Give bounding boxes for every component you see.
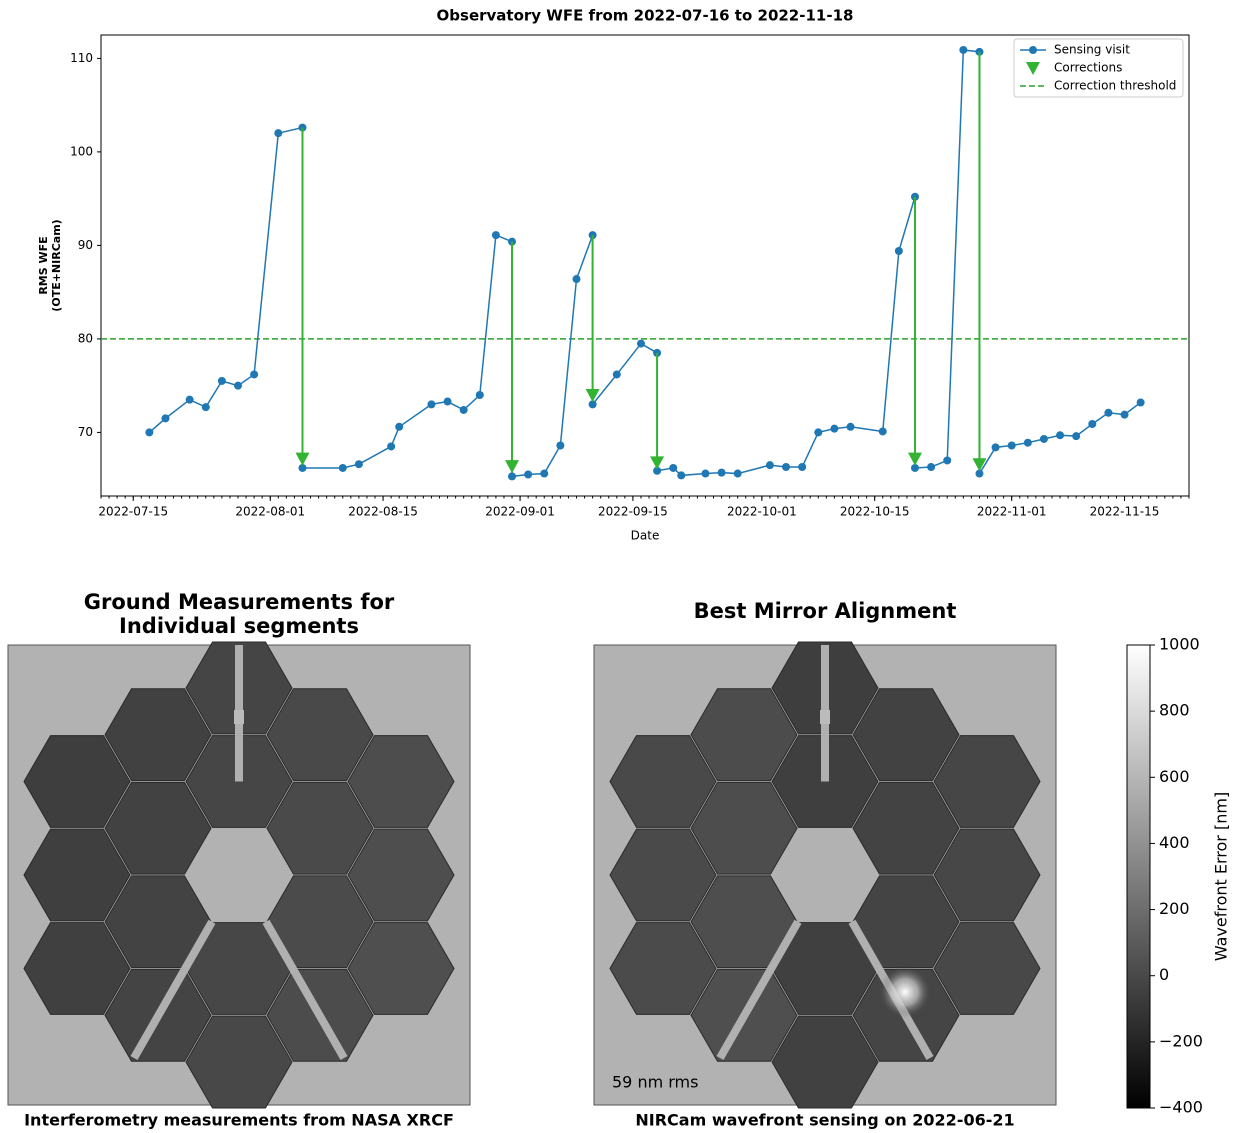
correction-marker — [908, 453, 922, 466]
legend-label: Correction threshold — [1054, 79, 1176, 93]
data-point — [1040, 435, 1048, 443]
colorbar-tick-label: 0 — [1159, 965, 1169, 984]
y-tick-label: 110 — [70, 51, 93, 65]
data-point — [701, 470, 709, 478]
data-point — [492, 231, 500, 239]
x-tick-label: 2022-09-15 — [598, 505, 668, 519]
data-point — [234, 382, 242, 390]
legend-label: Sensing visit — [1054, 43, 1130, 57]
data-point — [508, 472, 516, 480]
panel-caption: NIRCam wavefront sensing on 2022-06-21 — [635, 1111, 1014, 1130]
data-point — [427, 400, 435, 408]
data-point — [540, 470, 548, 478]
data-point — [274, 129, 282, 137]
data-point — [798, 463, 806, 471]
data-point — [556, 442, 564, 450]
colorbar-label: Wavefront Error [nm] — [1212, 792, 1231, 961]
y-tick-label: 90 — [78, 238, 93, 252]
data-point — [1056, 431, 1064, 439]
data-point — [847, 423, 855, 431]
data-point — [677, 471, 685, 479]
colorbar — [1127, 645, 1150, 1108]
panel-caption: Interferometry measurements from NASA XR… — [24, 1111, 454, 1130]
data-point — [444, 398, 452, 406]
data-point — [524, 470, 532, 478]
data-point — [718, 469, 726, 477]
data-point — [1088, 420, 1096, 428]
data-point — [460, 406, 468, 414]
data-point — [186, 396, 194, 404]
x-tick-label: 2022-08-01 — [235, 505, 305, 519]
correction-marker — [586, 389, 600, 402]
colorbar-tick-label: −200 — [1159, 1031, 1203, 1050]
strut-mount — [234, 710, 244, 724]
y-axis-label: RMS WFE — [37, 236, 50, 294]
data-point — [1024, 439, 1032, 447]
data-point — [387, 442, 395, 450]
y-tick-label: 100 — [70, 144, 93, 158]
data-point — [814, 428, 822, 436]
data-point — [637, 340, 645, 348]
data-point — [1137, 398, 1145, 406]
data-point — [992, 443, 1000, 451]
data-point — [879, 427, 887, 435]
data-point — [202, 403, 210, 411]
data-point — [476, 391, 484, 399]
data-point — [830, 425, 838, 433]
panel-title: Ground Measurements for — [84, 590, 395, 614]
data-point — [1121, 411, 1129, 419]
y-tick-label: 80 — [78, 331, 93, 345]
y-tick-label: 70 — [78, 425, 93, 439]
data-point — [572, 275, 580, 283]
wavefront-hotspot — [879, 966, 931, 1018]
data-point — [218, 377, 226, 385]
x-tick-label: 2022-11-01 — [977, 505, 1047, 519]
colorbar-tick-label: 600 — [1159, 767, 1190, 786]
colorbar-tick-label: 400 — [1159, 833, 1190, 852]
data-point — [145, 428, 153, 436]
colorbar-tick-label: 1000 — [1159, 635, 1200, 654]
x-tick-label: 2022-07-15 — [98, 505, 168, 519]
data-point — [734, 470, 742, 478]
strut-mount — [820, 710, 830, 724]
x-tick-label: 2022-08-15 — [348, 505, 418, 519]
data-point — [250, 370, 258, 378]
x-tick-label: 2022-11-15 — [1090, 505, 1160, 519]
data-point — [959, 46, 967, 54]
data-point — [766, 461, 774, 469]
data-point — [161, 414, 169, 422]
legend-label: Corrections — [1054, 61, 1122, 75]
colorbar-tick-label: 800 — [1159, 701, 1190, 720]
x-tick-label: 2022-10-01 — [727, 505, 797, 519]
panel-title: Individual segments — [119, 614, 359, 638]
panel-title: Best Mirror Alignment — [694, 599, 957, 623]
data-point — [339, 464, 347, 472]
data-point — [1072, 432, 1080, 440]
colorbar-tick-label: 200 — [1159, 899, 1190, 918]
correction-marker — [295, 453, 309, 466]
data-point — [613, 370, 621, 378]
data-point — [943, 456, 951, 464]
data-point — [395, 423, 403, 431]
data-point — [355, 460, 363, 468]
colorbar-tick-label: −400 — [1159, 1098, 1203, 1117]
series-line — [149, 50, 1140, 476]
panel-annotation: 59 nm rms — [612, 1073, 698, 1092]
data-point — [1104, 409, 1112, 417]
chart-title: Observatory WFE from 2022-07-16 to 2022-… — [437, 7, 854, 25]
page: Observatory WFE from 2022-07-16 to 2022-… — [0, 0, 1233, 1133]
data-point — [782, 463, 790, 471]
data-point — [1008, 442, 1016, 450]
legend-swatch — [1029, 46, 1037, 54]
x-tick-label: 2022-10-15 — [840, 505, 910, 519]
correction-marker — [505, 460, 519, 473]
x-axis-label: Date — [631, 529, 660, 543]
data-point — [927, 463, 935, 471]
x-tick-label: 2022-09-01 — [485, 505, 555, 519]
data-point — [669, 464, 677, 472]
data-point — [895, 247, 903, 255]
y-axis-label: (OTE+NIRCam) — [50, 219, 63, 311]
plot-frame — [101, 35, 1189, 496]
correction-marker — [650, 456, 664, 469]
